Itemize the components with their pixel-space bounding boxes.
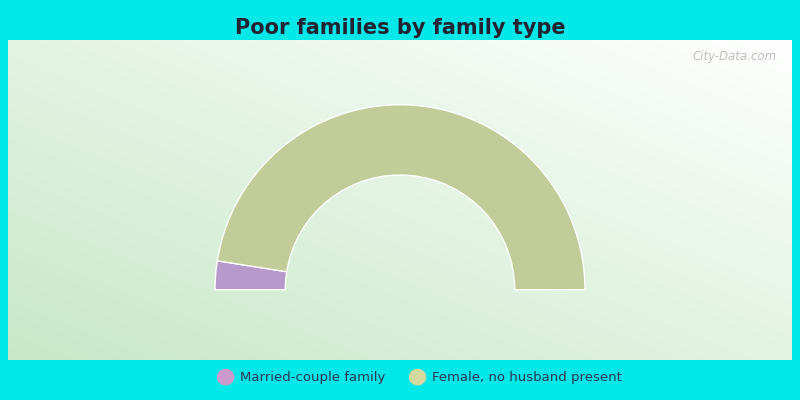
Text: City-Data.com: City-Data.com [692,50,776,63]
Text: Married-couple family: Married-couple family [240,371,386,384]
Wedge shape [218,105,585,290]
Wedge shape [215,261,286,290]
Text: Poor families by family type: Poor families by family type [234,18,566,38]
Ellipse shape [217,369,234,386]
Text: Female, no husband present: Female, no husband present [432,371,622,384]
Ellipse shape [409,369,426,386]
